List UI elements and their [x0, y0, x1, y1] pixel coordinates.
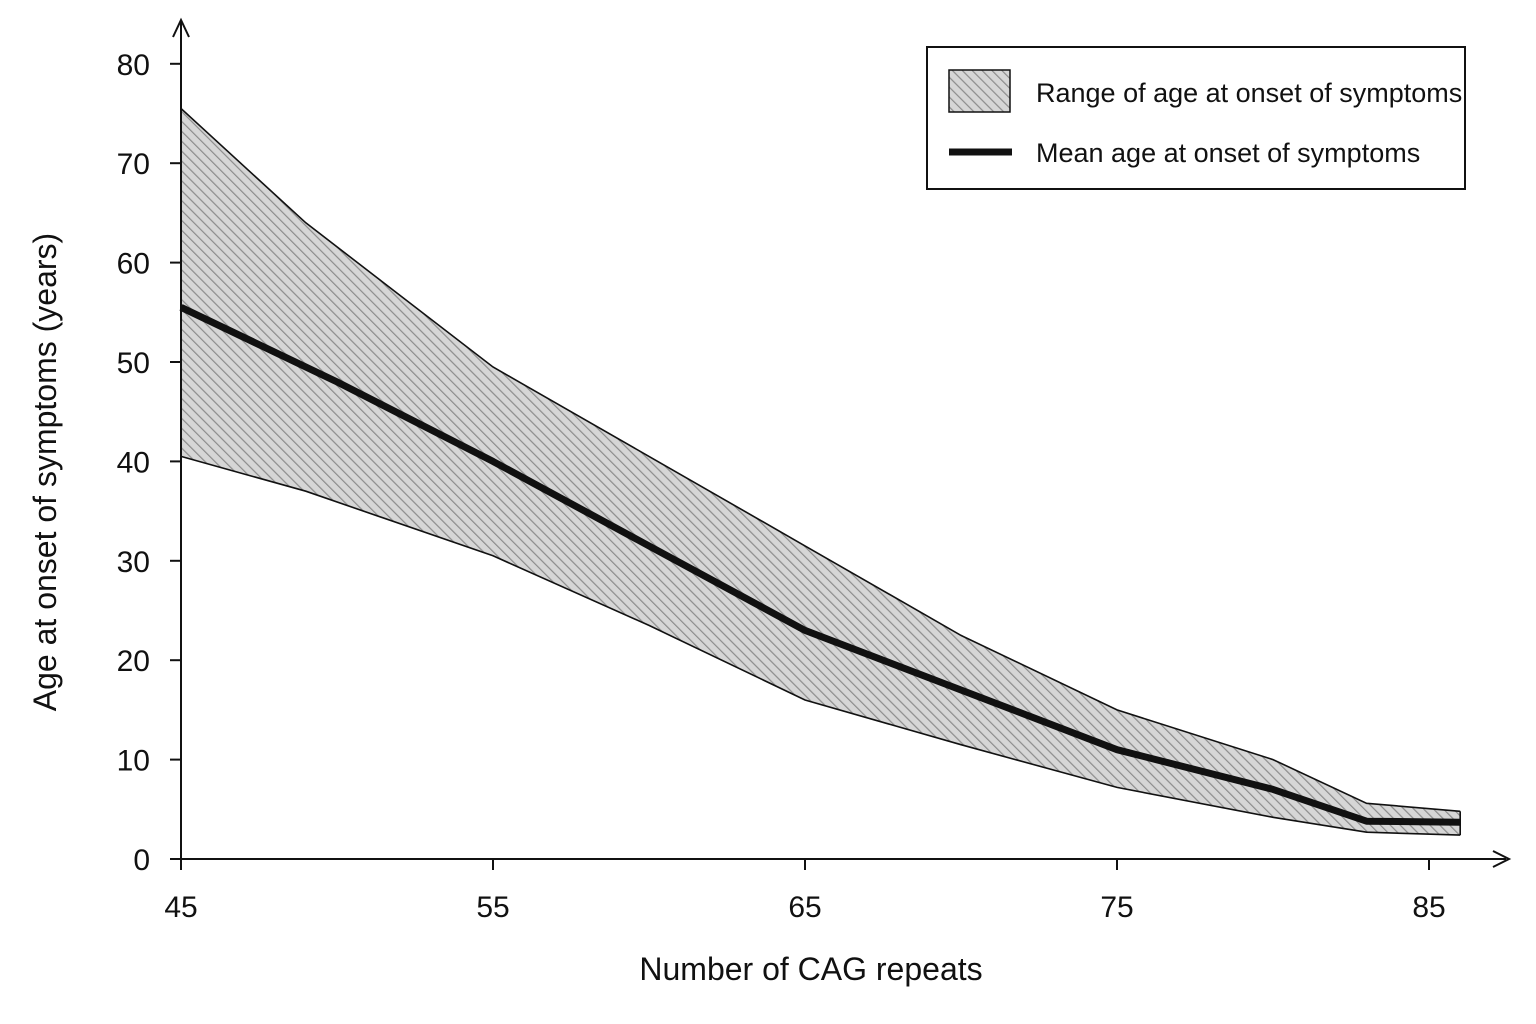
- y-tick-label: 10: [117, 745, 150, 778]
- x-axis-arrow-icon: [1492, 850, 1512, 868]
- x-ticks: 45 55 65 75 85: [164, 859, 1446, 924]
- y-axis-arrow-icon: [172, 17, 190, 38]
- y-ticks: 0 10 20 30 40 50 60 70 80: [117, 49, 181, 877]
- x-tick-label: 75: [1100, 891, 1133, 924]
- y-tick-label: 50: [117, 347, 150, 380]
- axes: 45 55 65 75 85 0 10 20 30 40 50 60 70 80: [117, 17, 1512, 924]
- y-tick-label: 40: [117, 446, 150, 479]
- y-tick-label: 60: [117, 248, 150, 281]
- y-tick-label: 0: [133, 844, 150, 877]
- mean-line: [179, 304, 1461, 826]
- legend-swatch-range: [948, 69, 1011, 113]
- y-tick-label: 70: [117, 148, 150, 181]
- legend-box: [926, 46, 1466, 190]
- legend: Range of age at onset of symptoms Mean a…: [926, 46, 1466, 190]
- plot-area: [179, 107, 1461, 836]
- y-axis-title: Age at onset of symptoms (years): [27, 233, 63, 711]
- range-upper-edge: [180, 107, 1461, 813]
- legend-label-range: Range of age at onset of symptoms: [1036, 78, 1462, 108]
- x-tick-label: 65: [788, 891, 821, 924]
- x-tick-label: 45: [164, 891, 197, 924]
- range-band: [181, 108, 1461, 836]
- x-axis-title: Number of CAG repeats: [639, 951, 982, 987]
- legend-label-mean: Mean age at onset of symptoms: [1036, 138, 1420, 168]
- x-tick-label: 55: [476, 891, 509, 924]
- x-tick-label: 85: [1412, 891, 1445, 924]
- y-tick-label: 80: [117, 49, 150, 82]
- y-tick-label: 30: [117, 546, 150, 579]
- range-lower-edge: [180, 455, 1461, 836]
- y-tick-label: 20: [117, 645, 150, 678]
